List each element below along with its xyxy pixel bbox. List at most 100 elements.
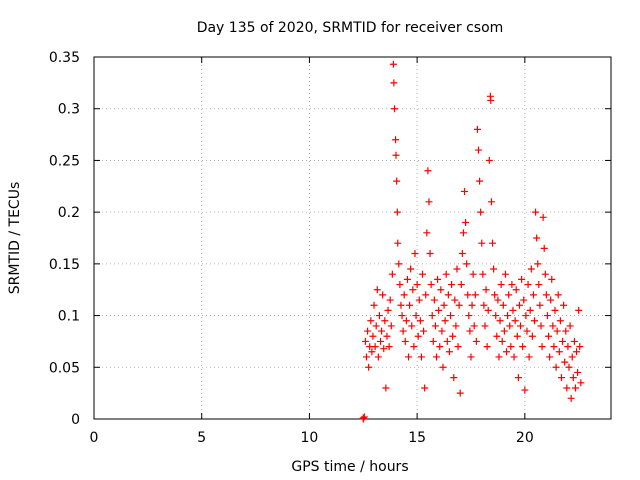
data-point [475,146,483,154]
data-point [412,312,420,320]
x-tick-label: 20 [516,430,534,446]
data-point [415,296,423,304]
y-tick-label: 0.25 [49,153,80,169]
data-point [525,353,533,361]
data-point [508,281,516,289]
data-point [543,312,551,320]
data-point [485,156,493,164]
data-point [497,281,505,289]
data-point [555,348,563,356]
data-point [430,296,438,304]
data-point [527,265,535,273]
x-axis-label: GPS time / hours [291,459,408,475]
data-point [413,281,421,289]
x-tick-label: 5 [197,430,206,446]
data-points [359,60,585,423]
data-point [377,337,385,345]
data-point [549,322,557,330]
data-point [463,260,471,268]
data-point [514,374,522,382]
data-point [391,105,399,113]
data-point [542,291,550,299]
data-point [359,414,367,422]
data-point [504,312,512,320]
y-axis-label: SRMTID / TECUs [7,182,23,295]
data-point [561,358,569,366]
data-point [386,296,394,304]
data-point [512,286,520,294]
data-point [576,343,584,351]
data-point [482,286,490,294]
data-point [371,343,379,351]
data-point [388,270,396,278]
data-point [532,208,540,216]
data-point [503,348,511,356]
data-point [506,322,514,330]
data-point [554,291,562,299]
data-point [472,337,480,345]
data-point [469,270,477,278]
data-point [385,343,393,351]
data-point [498,337,506,345]
data-point [441,317,449,325]
data-point [414,332,422,340]
data-point [534,260,542,268]
data-point [454,343,462,351]
data-point [564,343,572,351]
data-point [431,322,439,330]
data-point [419,270,427,278]
data-point [563,384,571,392]
data-point [557,374,565,382]
data-point [462,218,470,226]
data-point [425,198,433,206]
data-point [453,265,461,273]
data-point [513,332,521,340]
data-point [510,353,518,361]
data-point [536,301,544,309]
data-point [522,312,530,320]
data-point [394,239,402,247]
data-point [565,363,573,371]
data-point [471,291,479,299]
data-point [520,296,528,304]
data-point [569,374,577,382]
data-point [566,322,574,330]
data-point [455,301,463,309]
data-point [552,363,560,371]
data-point [393,177,401,185]
data-point [570,337,578,345]
data-point [466,327,474,335]
data-point [573,348,581,356]
data-point [439,363,447,371]
data-point [551,306,559,314]
y-tick-label: 0.35 [49,50,80,66]
data-point [374,353,382,361]
data-point [476,177,484,185]
data-point [553,327,561,335]
data-point [489,239,497,247]
plot-frame [93,56,612,420]
data-point [451,296,459,304]
data-point [567,394,575,402]
data-point [422,291,430,299]
data-point [438,327,446,335]
data-point [518,275,526,283]
x-tick-label: 0 [90,430,99,446]
data-point [428,312,436,320]
data-point [481,322,489,330]
x-tick-label: 10 [301,430,319,446]
data-point [436,343,444,351]
data-point [372,322,380,330]
axis-tick-labels: 0 5 10 15 20 0 0.05 0.1 0.15 0.2 0.25 0.3 0.35 [49,50,534,446]
data-point [499,301,507,309]
data-point [400,291,408,299]
data-point [484,306,492,314]
data-point [421,384,429,392]
chart-title: Day 135 of 2020, SRMTID for receiver cso… [197,20,504,36]
data-point [562,327,570,335]
data-point [515,301,523,309]
data-point [389,60,397,68]
data-point [450,374,458,382]
data-point [452,322,460,330]
